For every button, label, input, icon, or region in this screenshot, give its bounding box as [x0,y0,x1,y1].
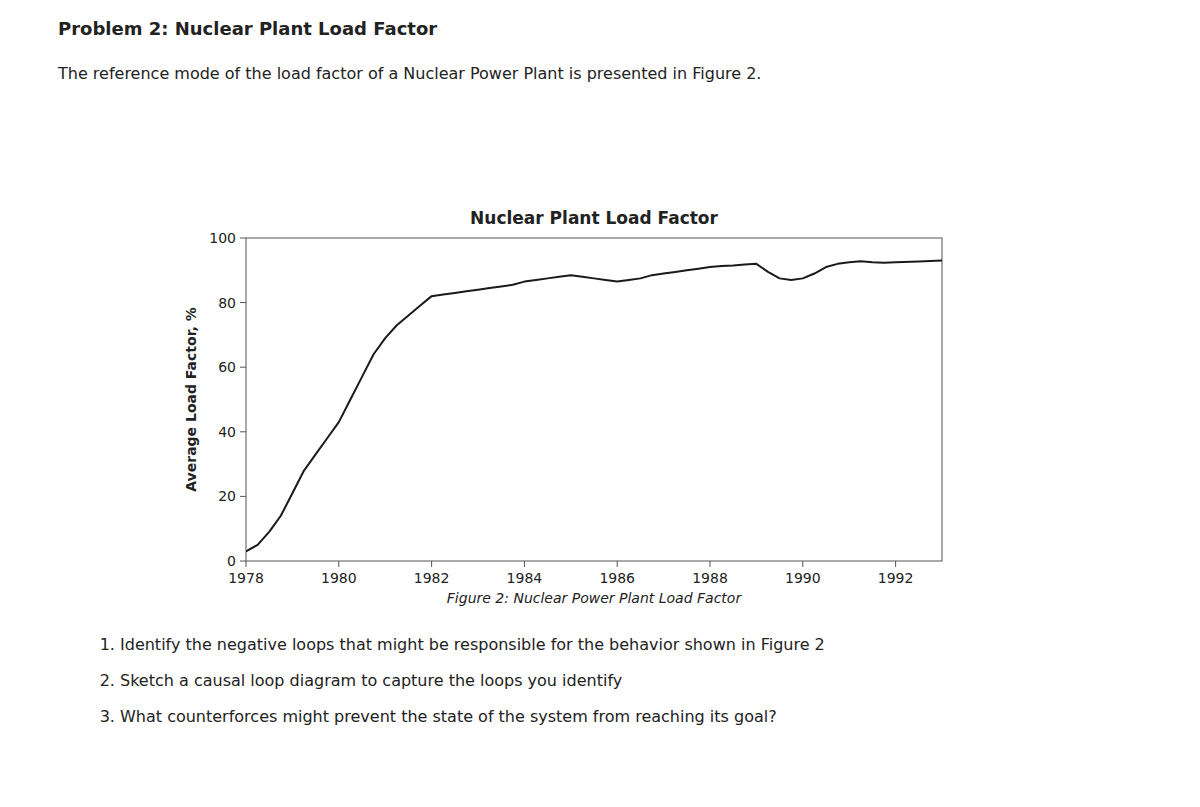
question-list: Identify the negative loops that might b… [90,634,1180,742]
x-tick [524,561,525,567]
y-tick [240,431,246,432]
x-tick-label: 1990 [785,570,821,586]
x-tick-label: 1986 [599,570,635,586]
x-tick [895,561,896,567]
y-tick-label: 20 [218,488,236,504]
x-tick-label: 1980 [321,570,357,586]
data-line [246,261,942,552]
page-subtitle: The reference mode of the load factor of… [58,64,761,83]
y-tick [240,561,246,562]
question: Sketch a causal loop diagram to capture … [120,670,1180,692]
x-tick-label: 1992 [878,570,914,586]
y-tick [240,238,246,239]
question: Identify the negative loops that might b… [120,634,1180,656]
y-tick [240,367,246,368]
page-title: Problem 2: Nuclear Plant Load Factor [58,18,437,39]
question: What counterforces might prevent the sta… [120,706,1180,728]
x-tick [338,561,339,567]
y-tick-label: 100 [209,230,236,246]
plot-data [246,261,942,552]
chart-title: Nuclear Plant Load Factor [470,208,718,228]
x-tick [802,561,803,567]
figure-caption: Figure 2: Nuclear Power Plant Load Facto… [0,590,1188,606]
x-tick-label: 1982 [414,570,450,586]
x-tick [431,561,432,567]
y-tick-label: 80 [218,295,236,311]
y-axis-label: Average Load Factor, % [183,307,199,491]
axes: 1978 1980 1982 1984 1986 1988 1990 1992 0 20 40 60 8… [209,230,942,586]
y-tick [240,302,246,303]
y-tick-label: 60 [218,359,236,375]
x-tick-label: 1984 [507,570,543,586]
x-tick [617,561,618,567]
y-tick-label: 0 [227,553,236,569]
y-tick [240,496,246,497]
x-tick [246,561,247,567]
plot-frame [246,238,942,561]
y-tick-label: 40 [218,424,236,440]
x-tick-label: 1988 [692,570,728,586]
x-tick-label: 1978 [228,570,264,586]
x-tick [710,561,711,567]
